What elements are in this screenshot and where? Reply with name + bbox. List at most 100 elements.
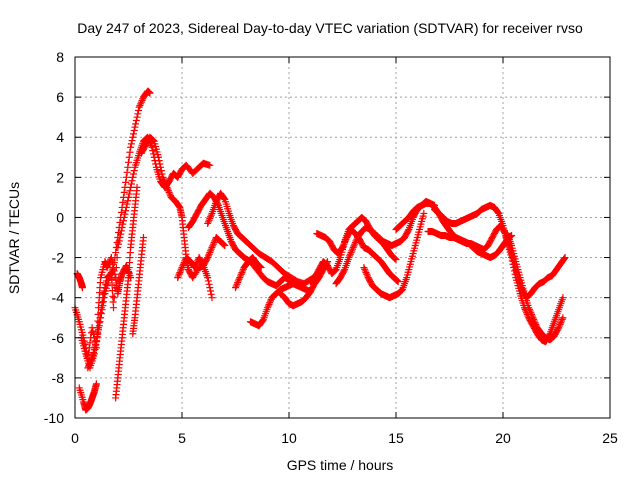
data-point xyxy=(234,277,242,285)
data-point xyxy=(220,241,228,249)
axis-ticks: 0 5 10 15 20 25 -10 -8 -6 -4 -2 0 2 4 6 8 xyxy=(44,49,618,446)
series-arc-c xyxy=(75,380,100,414)
data-point xyxy=(176,269,184,277)
data-point xyxy=(209,242,217,250)
data-point xyxy=(107,255,115,263)
data-point xyxy=(345,254,353,262)
data-point xyxy=(204,252,212,260)
x-axis-label: GPS time / hours xyxy=(287,457,394,473)
data-point xyxy=(125,158,132,166)
data-point xyxy=(179,260,187,268)
y-axis-label: SDTVAR / TECUs xyxy=(6,182,22,294)
data-point xyxy=(122,173,130,181)
data-point xyxy=(126,187,134,195)
data-point xyxy=(114,234,122,241)
data-point xyxy=(126,148,134,156)
data-point xyxy=(78,284,86,292)
data-point xyxy=(391,254,399,262)
data-point xyxy=(191,264,199,272)
data-point xyxy=(363,270,371,278)
data-point xyxy=(174,274,182,282)
data-point xyxy=(97,314,105,322)
x-tick-label: 5 xyxy=(178,430,186,446)
data-point xyxy=(555,324,563,332)
data-point xyxy=(179,262,187,270)
series-arc-f xyxy=(112,183,141,402)
data-point xyxy=(177,265,185,273)
data-point xyxy=(129,170,137,178)
data-point xyxy=(208,244,216,252)
data-point xyxy=(204,277,212,285)
data-point xyxy=(122,178,130,186)
data-point xyxy=(554,325,562,333)
data-point xyxy=(530,315,538,323)
data-point xyxy=(351,239,359,247)
data-point xyxy=(160,177,168,185)
data-point xyxy=(149,147,157,155)
data-point xyxy=(89,327,97,335)
series-arc-k xyxy=(204,189,325,288)
y-tick-label: -2 xyxy=(52,250,65,266)
data-point xyxy=(210,239,218,247)
data-point xyxy=(555,322,563,330)
data-point xyxy=(121,210,129,218)
data-point xyxy=(203,255,211,263)
data-point xyxy=(174,272,182,280)
data-point xyxy=(87,357,95,365)
data-point xyxy=(128,177,136,185)
y-tick-label: -8 xyxy=(52,370,65,386)
data-point xyxy=(205,250,213,258)
data-point xyxy=(133,113,141,121)
data-point xyxy=(256,263,264,271)
y-tick-label: -6 xyxy=(52,330,65,346)
x-tick-label: 0 xyxy=(71,430,79,446)
y-tick-label: -10 xyxy=(44,410,64,426)
data-point xyxy=(204,274,212,282)
data-point xyxy=(159,175,167,183)
data-point xyxy=(113,239,121,247)
data-point xyxy=(121,183,129,191)
y-tick-label: -4 xyxy=(52,290,65,306)
data-point xyxy=(561,254,569,262)
data-point xyxy=(85,362,93,370)
data-point xyxy=(207,290,215,298)
data-point xyxy=(129,130,137,138)
data-point xyxy=(526,307,534,315)
data-point xyxy=(236,272,244,280)
y-tick-label: 2 xyxy=(56,169,64,185)
data-point xyxy=(157,163,165,171)
data-point xyxy=(206,284,214,292)
data-point xyxy=(110,304,118,312)
data-point xyxy=(175,270,183,278)
data-point xyxy=(119,198,127,206)
data-point xyxy=(129,173,137,181)
data-point xyxy=(556,320,564,328)
data-point xyxy=(347,249,355,257)
data-point xyxy=(264,304,272,312)
data-point xyxy=(84,364,92,372)
series-arc-a xyxy=(73,270,86,292)
data-point xyxy=(99,302,107,310)
data-point xyxy=(528,312,536,320)
data-point xyxy=(232,284,239,292)
data-point xyxy=(207,211,215,219)
data-point xyxy=(100,298,108,306)
data-point xyxy=(208,294,216,302)
data-point xyxy=(134,110,142,118)
data-point xyxy=(494,208,502,216)
data-point xyxy=(394,278,402,286)
data-point xyxy=(209,240,217,248)
data-point xyxy=(207,247,215,255)
data-point xyxy=(204,218,212,226)
data-point xyxy=(108,267,116,275)
data-point xyxy=(204,254,212,262)
data-point xyxy=(149,136,157,144)
data-point xyxy=(207,287,215,295)
data-point xyxy=(363,272,371,280)
data-point xyxy=(557,317,565,325)
data-point xyxy=(132,120,140,128)
data-point xyxy=(86,359,94,367)
data-point xyxy=(204,219,212,227)
data-point xyxy=(115,228,123,236)
